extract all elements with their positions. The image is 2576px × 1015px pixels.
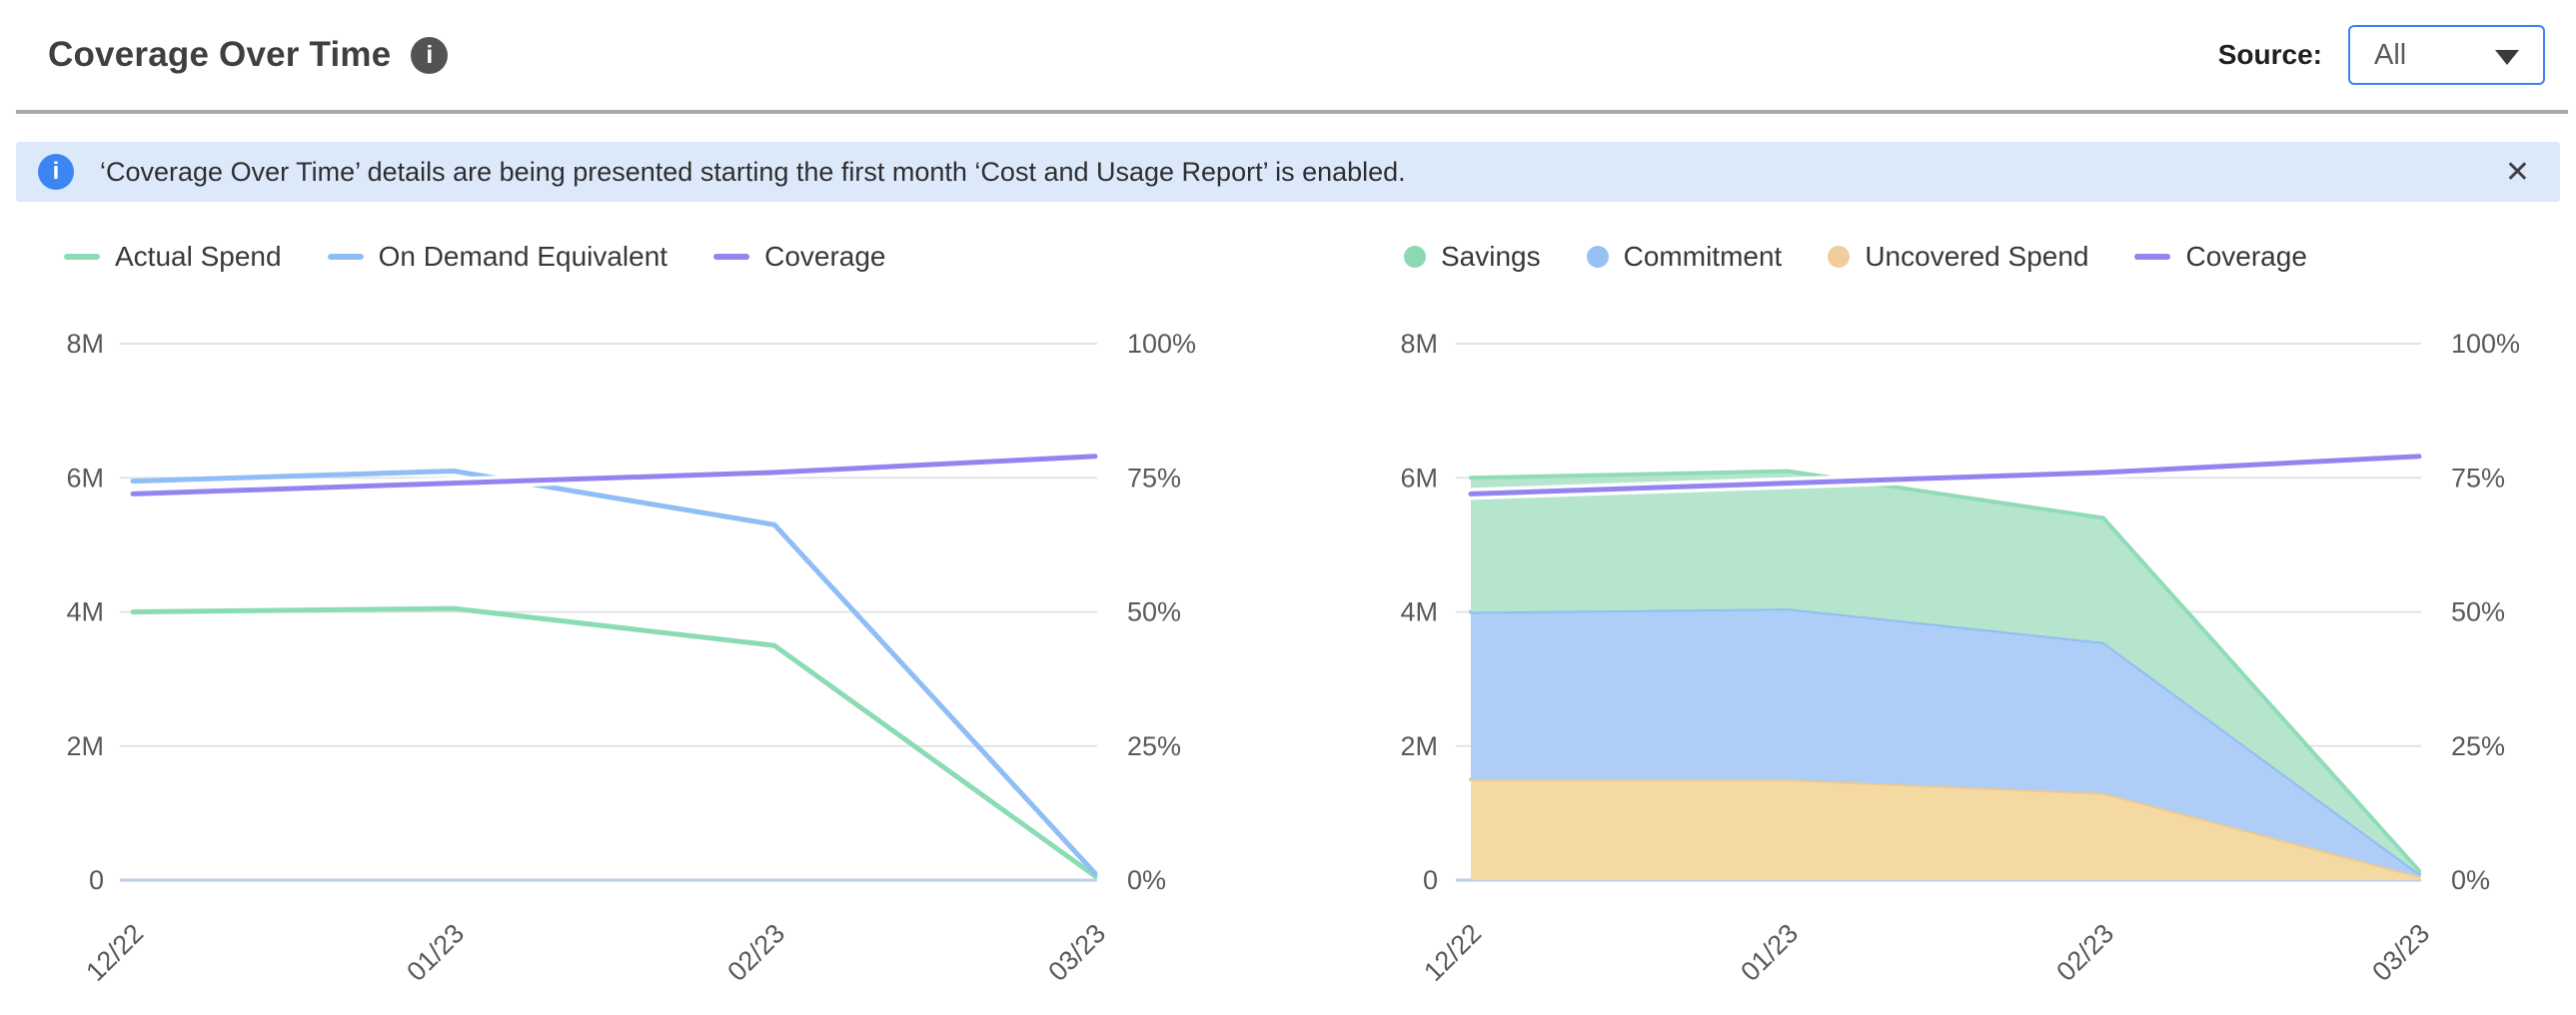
line-coverage <box>1468 454 2422 497</box>
legend-label: Savings <box>1441 241 1541 272</box>
svg-text:6M: 6M <box>66 463 104 493</box>
legend-label: Commitment <box>1623 241 1783 272</box>
svg-text:4M: 4M <box>1400 597 1438 627</box>
title-info-icon[interactable]: i <box>411 36 449 74</box>
svg-text:100%: 100% <box>1127 329 1196 359</box>
svg-text:12/22: 12/22 <box>80 918 149 987</box>
svg-text:4M: 4M <box>66 597 104 627</box>
svg-text:8M: 8M <box>66 329 104 359</box>
svg-text:0: 0 <box>89 865 104 895</box>
legend-label: Actual Spend <box>115 241 282 272</box>
svg-text:75%: 75% <box>1127 463 1181 493</box>
svg-text:0%: 0% <box>2451 865 2490 895</box>
svg-text:75%: 75% <box>2451 463 2505 493</box>
svg-text:0: 0 <box>1423 865 1438 895</box>
line-chart-legend: Actual Spend On Demand Equivalent Coverage <box>64 236 1288 278</box>
svg-text:25%: 25% <box>1127 731 1181 761</box>
coverage-swatch-line-icon <box>2134 254 2171 260</box>
area-chart-panel: Savings Commitment Uncovered Spend Coverage… <box>1288 236 2576 1013</box>
svg-text:0%: 0% <box>1127 865 1166 895</box>
svg-text:01/23: 01/23 <box>1735 918 1804 987</box>
svg-text:02/23: 02/23 <box>721 918 790 987</box>
header-divider <box>16 110 2568 114</box>
coverage-line-chart[interactable]: 8M 6M 4M 2M 0 100% 75% 50% 25% 0% 12/22 01/23 02/23 0… <box>0 284 1288 1013</box>
commitment-swatch-dot-icon <box>1586 246 1609 268</box>
svg-text:8M: 8M <box>1400 329 1438 359</box>
area-edge-savings <box>1469 469 2421 873</box>
legend-item-savings[interactable]: Savings <box>1404 241 1541 273</box>
legend-item-actual-spend[interactable]: Actual Spend <box>64 241 282 273</box>
source-dropdown-value: All <box>2374 38 2407 71</box>
banner-close-icon[interactable]: ✕ <box>2504 155 2530 189</box>
area-commitment <box>1471 608 2419 876</box>
source-dropdown[interactable]: All <box>2348 25 2545 85</box>
line-on-demand-equivalent <box>130 469 1098 876</box>
on-demand-equivalent-swatch-line-icon <box>327 254 364 260</box>
svg-text:01/23: 01/23 <box>401 918 470 987</box>
y-axis-left-labels: 8M 6M 4M 2M 0 <box>66 329 104 895</box>
svg-text:50%: 50% <box>1127 597 1181 627</box>
svg-text:02/23: 02/23 <box>2050 918 2119 987</box>
svg-text:25%: 25% <box>2451 731 2505 761</box>
x-axis-labels: 12/22 01/23 02/23 03/23 <box>80 918 1111 987</box>
x-axis-labels: 12/22 01/23 02/23 03/23 <box>1418 918 2435 987</box>
svg-text:03/23: 03/23 <box>2366 918 2435 987</box>
svg-text:03/23: 03/23 <box>1042 918 1111 987</box>
legend-item-on-demand-equivalent[interactable]: On Demand Equivalent <box>327 241 668 273</box>
svg-text:2M: 2M <box>1400 731 1438 761</box>
area-savings <box>1471 471 2419 874</box>
banner-info-icon: i <box>38 154 74 190</box>
uncovered-spend-swatch-dot-icon <box>1828 246 1851 268</box>
page-title: Coverage Over Time <box>48 35 392 74</box>
actual-spend-swatch-line-icon <box>64 254 100 260</box>
coverage-swatch-line-icon <box>713 254 750 260</box>
info-banner: i ‘Coverage Over Time’ details are being… <box>16 142 2560 202</box>
header: Coverage Over Time i Source: All <box>0 0 2576 110</box>
svg-text:6M: 6M <box>1400 463 1438 493</box>
legend-item-coverage[interactable]: Coverage <box>2134 241 2307 273</box>
area-uncovered-spend <box>1471 779 2419 880</box>
svg-text:2M: 2M <box>66 731 104 761</box>
legend-label: On Demand Equivalent <box>378 241 668 272</box>
source-label: Source: <box>2217 39 2322 70</box>
y-axis-left-labels: 8M 6M 4M 2M 0 <box>1400 329 1438 895</box>
savings-swatch-dot-icon <box>1404 246 1426 268</box>
area-chart-legend: Savings Commitment Uncovered Spend Coverage <box>1404 236 2576 278</box>
legend-label: Coverage <box>2185 241 2307 272</box>
legend-item-uncovered-spend[interactable]: Uncovered Spend <box>1828 241 2088 273</box>
charts-row: Actual Spend On Demand Equivalent Coverage… <box>0 236 2576 1013</box>
line-coverage <box>130 454 1098 497</box>
line-actual-spend <box>130 605 1098 879</box>
legend-label: Coverage <box>764 241 886 272</box>
svg-text:50%: 50% <box>2451 597 2505 627</box>
coverage-area-chart[interactable]: 8M 6M 4M 2M 0 100% 75% 50% 25% 0% 12/22 01/23 02/23 0… <box>1288 284 2576 1013</box>
banner-message: ‘Coverage Over Time’ details are being p… <box>100 156 1406 187</box>
legend-item-coverage[interactable]: Coverage <box>713 241 886 273</box>
line-chart-panel: Actual Spend On Demand Equivalent Coverage… <box>0 236 1288 1013</box>
legend-item-commitment[interactable]: Commitment <box>1586 241 1783 273</box>
chevron-down-icon <box>2495 49 2519 65</box>
y-axis-right-labels: 100% 75% 50% 25% 0% <box>2451 329 2520 895</box>
svg-text:100%: 100% <box>2451 329 2520 359</box>
y-axis-right-labels: 100% 75% 50% 25% 0% <box>1127 329 1196 895</box>
legend-label: Uncovered Spend <box>1865 241 2089 272</box>
svg-text:12/22: 12/22 <box>1418 918 1487 987</box>
